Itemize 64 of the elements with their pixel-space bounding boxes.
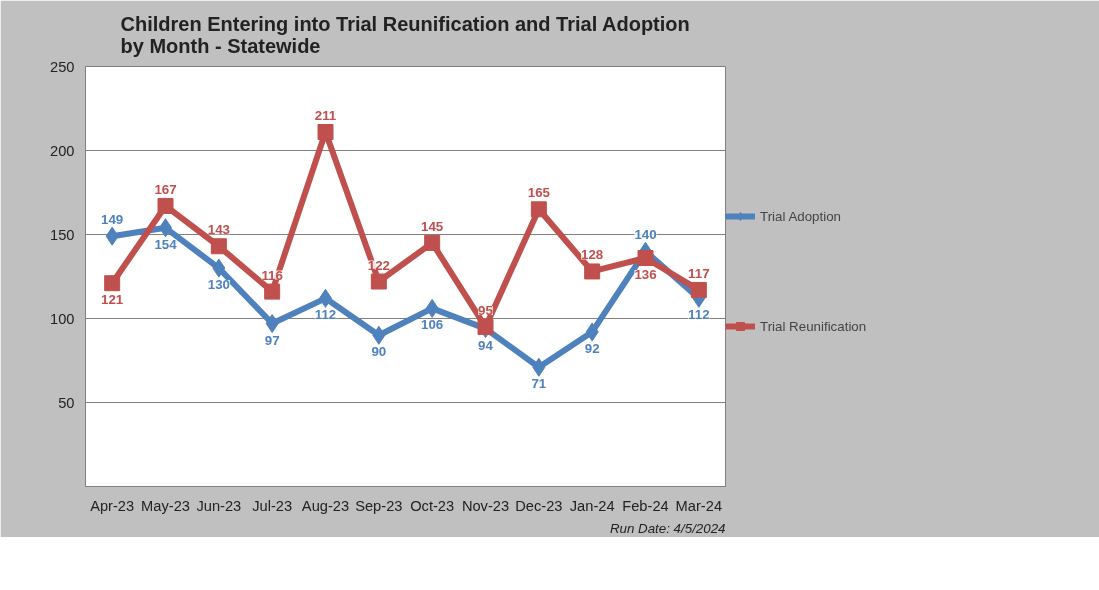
legend-label: Trial Reunification — [760, 318, 867, 334]
y-tick-label: 250 — [50, 58, 75, 75]
x-tick-label: Jul-23 — [252, 497, 293, 514]
text: Run Date: 4/5/2024 — [609, 520, 726, 536]
point — [477, 318, 494, 335]
data-label: 90 — [371, 344, 387, 360]
data-label: 92 — [584, 340, 600, 356]
data-label: 143 — [207, 222, 230, 238]
y-tick-label: 100 — [50, 310, 75, 327]
data-label: 130 — [207, 277, 230, 293]
data-label: 211 — [314, 108, 337, 124]
x-tick-label: Jan-24 — [569, 497, 615, 514]
x-tick-label: Jun-23 — [196, 497, 242, 514]
data-label: 165 — [527, 185, 551, 201]
point — [532, 357, 546, 377]
legend-label: Trial Adoption — [760, 208, 842, 224]
data-label: 167 — [154, 181, 177, 197]
point — [637, 250, 654, 267]
y-tick-label: 150 — [50, 226, 75, 243]
x-tick-label: Aug-23 — [301, 497, 350, 514]
y-tick-label: 50 — [58, 394, 75, 411]
data-label: 136 — [634, 267, 657, 283]
point — [584, 263, 601, 280]
data-label: 149 — [101, 212, 124, 228]
data-label: 121 — [101, 292, 124, 308]
x-tick-label: May-23 — [141, 497, 190, 514]
x-tick-label: Sep-23 — [355, 497, 403, 514]
point — [317, 124, 334, 141]
x-tick-label: Dec-23 — [515, 497, 563, 514]
point — [105, 226, 119, 246]
data-label: 117 — [688, 265, 710, 281]
chart-title: Children Entering into Trial Reunification and Trial Adoption by Month - Statewide — [120, 12, 690, 57]
point — [265, 314, 279, 334]
data-label: 128 — [581, 247, 604, 263]
point — [210, 238, 227, 255]
x-tick-label: Apr-23 — [90, 497, 135, 514]
data-label: 116 — [261, 267, 283, 283]
data-label: 94 — [478, 337, 494, 353]
x-tick-label: Oct-23 — [410, 497, 455, 514]
data-label: 122 — [367, 257, 390, 273]
x-tick-label: Nov-23 — [461, 497, 510, 514]
point — [425, 298, 439, 318]
data-label: 97 — [264, 332, 280, 348]
point — [585, 322, 599, 342]
point — [157, 197, 174, 214]
data-label: 112 — [314, 307, 337, 323]
point — [212, 258, 226, 278]
point — [370, 273, 387, 290]
point — [690, 281, 707, 298]
data-label: 112 — [688, 307, 710, 323]
x-tick-label: Feb-24 — [622, 497, 669, 514]
data-label: 154 — [154, 236, 178, 252]
data-label: 145 — [421, 218, 444, 234]
data-label: 71 — [531, 376, 547, 392]
data-label: 106 — [421, 317, 444, 333]
point — [372, 325, 386, 345]
data-label: 140 — [634, 227, 657, 243]
point — [530, 201, 547, 218]
point — [104, 275, 121, 292]
data-label: 95 — [478, 302, 494, 318]
point — [264, 283, 281, 300]
x-tick-label: Mar-24 — [675, 497, 723, 514]
point — [424, 234, 441, 251]
y-tick-label: 200 — [50, 142, 75, 159]
